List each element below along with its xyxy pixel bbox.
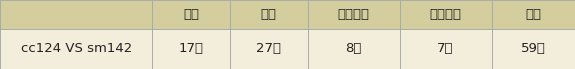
- Bar: [400, 29, 492, 69]
- Text: 8개: 8개: [346, 43, 362, 55]
- Text: cc124 VS sm142: cc124 VS sm142: [21, 43, 132, 55]
- Bar: [492, 0, 575, 29]
- Bar: [230, 0, 308, 29]
- Text: 7개: 7개: [438, 43, 454, 55]
- Text: 증가: 증가: [183, 8, 199, 21]
- Text: 감소: 감소: [261, 8, 277, 21]
- Bar: [492, 29, 575, 69]
- Bar: [308, 0, 400, 29]
- Text: 정성증가: 정성증가: [338, 8, 370, 21]
- Bar: [152, 0, 230, 29]
- Text: 누계: 누계: [526, 8, 541, 21]
- Text: 59개: 59개: [521, 43, 546, 55]
- Text: 27개: 27개: [256, 43, 281, 55]
- Text: 17개: 17개: [179, 43, 204, 55]
- Bar: [400, 0, 492, 29]
- Bar: [152, 29, 230, 69]
- Bar: [0, 0, 152, 29]
- Bar: [230, 29, 308, 69]
- Text: 정성감소: 정성감소: [430, 8, 462, 21]
- Bar: [0, 29, 152, 69]
- Bar: [308, 29, 400, 69]
